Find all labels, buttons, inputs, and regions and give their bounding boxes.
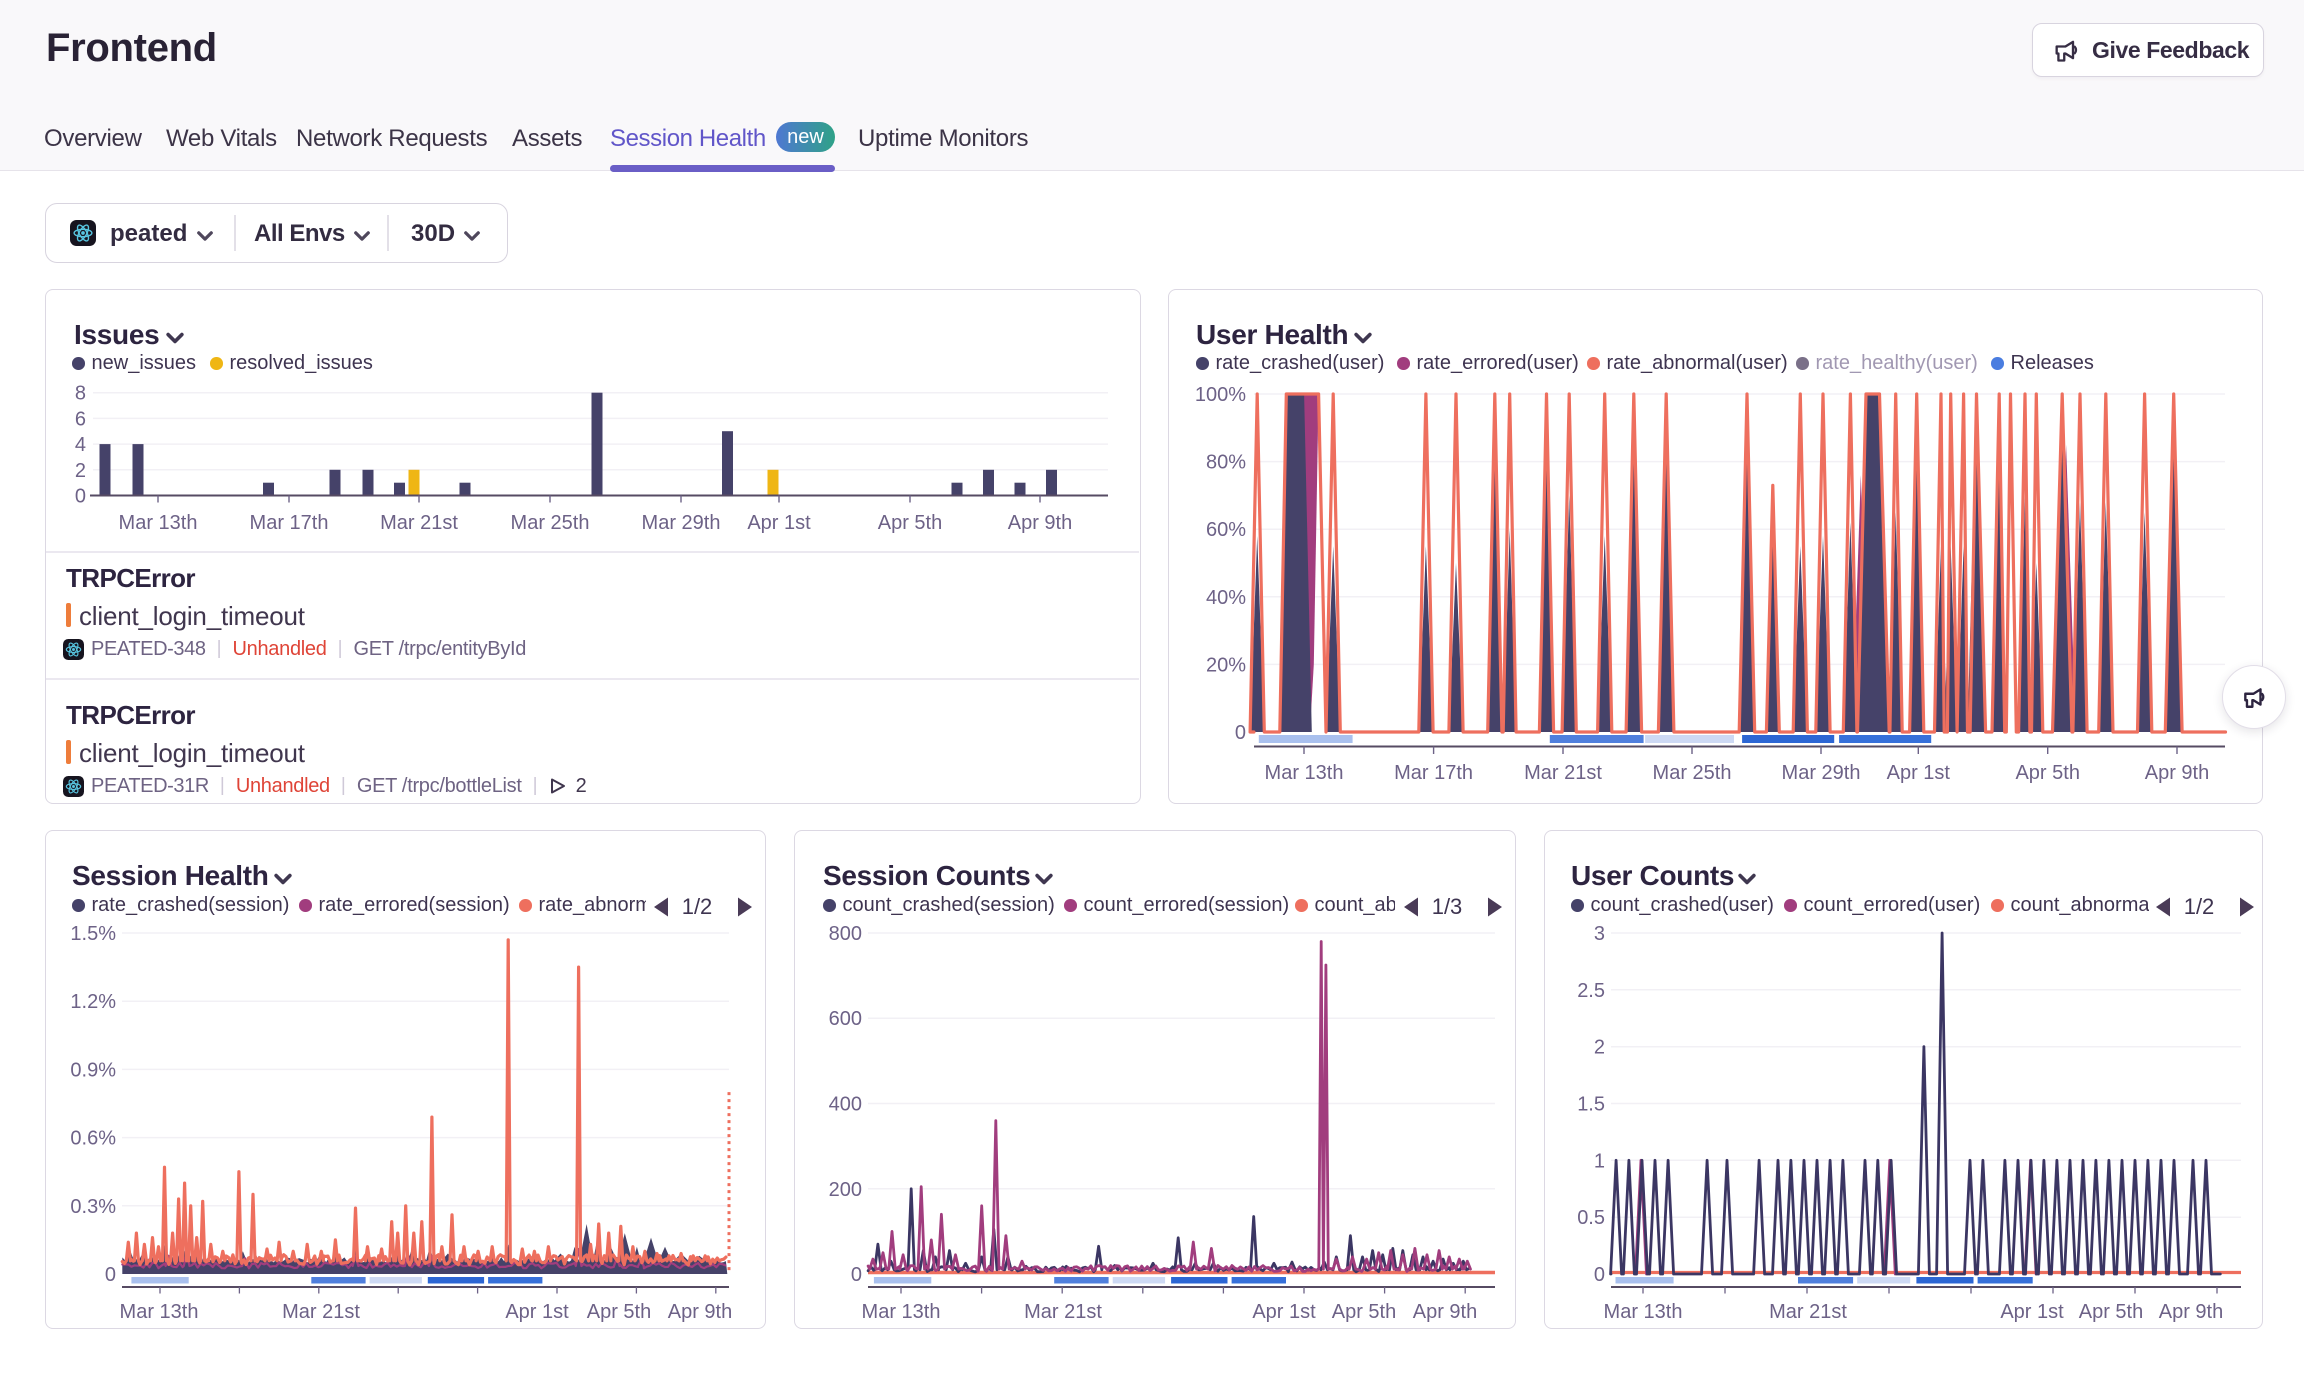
svg-text:0: 0 — [1235, 722, 1246, 744]
svg-text:0: 0 — [851, 1264, 862, 1286]
svg-text:8: 8 — [75, 383, 86, 405]
svg-text:1: 1 — [1594, 1150, 1605, 1172]
svg-text:Mar 13th: Mar 13th — [120, 1301, 199, 1323]
svg-text:Apr 9th: Apr 9th — [2145, 762, 2209, 784]
svg-text:Mar 25th: Mar 25th — [511, 512, 590, 534]
svg-text:60%: 60% — [1206, 519, 1246, 541]
svg-text:0: 0 — [1594, 1264, 1605, 1286]
svg-text:400: 400 — [829, 1094, 862, 1116]
svg-text:Mar 21st: Mar 21st — [1524, 762, 1602, 784]
svg-text:0.9%: 0.9% — [70, 1059, 116, 1081]
svg-text:Apr 1st: Apr 1st — [505, 1301, 569, 1323]
svg-text:Apr 9th: Apr 9th — [1008, 512, 1072, 534]
svg-text:Apr 5th: Apr 5th — [2079, 1301, 2143, 1323]
svg-text:0: 0 — [75, 486, 86, 508]
svg-text:0: 0 — [105, 1264, 116, 1286]
svg-text:Apr 5th: Apr 5th — [2015, 762, 2079, 784]
svg-text:Mar 21st: Mar 21st — [1024, 1301, 1102, 1323]
svg-text:1.5: 1.5 — [1577, 1094, 1605, 1116]
svg-text:20%: 20% — [1206, 654, 1246, 676]
svg-text:0.3%: 0.3% — [70, 1196, 116, 1218]
svg-text:Apr 5th: Apr 5th — [1332, 1301, 1396, 1323]
svg-text:Mar 21st: Mar 21st — [1769, 1301, 1847, 1323]
svg-text:4: 4 — [75, 434, 86, 456]
svg-text:Mar 29th: Mar 29th — [1782, 762, 1861, 784]
svg-text:2: 2 — [75, 460, 86, 482]
svg-text:1/2: 1/2 — [2184, 895, 2215, 919]
svg-text:Mar 25th: Mar 25th — [1653, 762, 1732, 784]
svg-text:0.6%: 0.6% — [70, 1128, 116, 1150]
svg-text:Mar 13th: Mar 13th — [1265, 762, 1344, 784]
svg-text:Apr 1st: Apr 1st — [1252, 1301, 1316, 1323]
svg-text:Mar 13th: Mar 13th — [119, 512, 198, 534]
svg-text:6: 6 — [75, 408, 86, 430]
svg-text:1.5%: 1.5% — [70, 923, 116, 945]
svg-text:800: 800 — [829, 923, 862, 945]
svg-text:Mar 29th: Mar 29th — [642, 512, 721, 534]
svg-text:Mar 17th: Mar 17th — [1394, 762, 1473, 784]
svg-text:1.2%: 1.2% — [70, 991, 116, 1013]
svg-text:Apr 5th: Apr 5th — [878, 512, 942, 534]
svg-text:Mar 17th: Mar 17th — [250, 512, 329, 534]
svg-text:Apr 9th: Apr 9th — [1413, 1301, 1477, 1323]
svg-text:3: 3 — [1594, 923, 1605, 945]
svg-text:2: 2 — [1594, 1037, 1605, 1059]
svg-text:1/2: 1/2 — [682, 895, 713, 919]
svg-text:Apr 9th: Apr 9th — [668, 1301, 732, 1323]
svg-text:Apr 1st: Apr 1st — [747, 512, 811, 534]
svg-text:600: 600 — [829, 1008, 862, 1030]
svg-text:80%: 80% — [1206, 452, 1246, 474]
svg-text:Apr 1st: Apr 1st — [1887, 762, 1951, 784]
svg-text:Apr 5th: Apr 5th — [587, 1301, 651, 1323]
svg-text:100%: 100% — [1195, 384, 1246, 406]
svg-text:2.5: 2.5 — [1577, 980, 1605, 1002]
svg-text:Mar 13th: Mar 13th — [1604, 1301, 1683, 1323]
svg-text:Mar 21st: Mar 21st — [380, 512, 458, 534]
svg-text:Apr 9th: Apr 9th — [2159, 1301, 2223, 1323]
svg-text:200: 200 — [829, 1179, 862, 1201]
svg-text:Mar 21st: Mar 21st — [282, 1301, 360, 1323]
svg-text:1/3: 1/3 — [1432, 895, 1463, 919]
svg-text:Apr 1st: Apr 1st — [2000, 1301, 2064, 1323]
svg-text:40%: 40% — [1206, 587, 1246, 609]
svg-text:Mar 13th: Mar 13th — [862, 1301, 941, 1323]
svg-text:0.5: 0.5 — [1577, 1207, 1605, 1229]
